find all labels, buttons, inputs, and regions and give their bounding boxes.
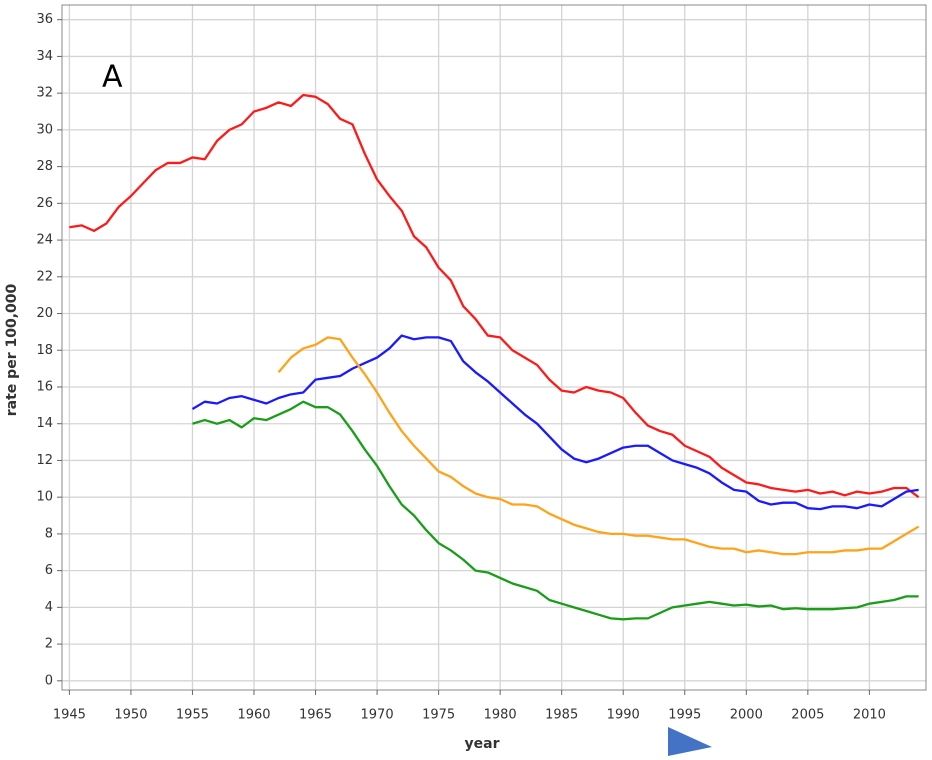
y-tick-label: 26 [36, 196, 53, 211]
annotation: A [102, 60, 123, 95]
x-tick-label: 1995 [668, 708, 701, 723]
y-tick-label: 14 [36, 416, 53, 431]
x-tick-label: 1975 [422, 708, 455, 723]
y-tick-label: 12 [36, 453, 53, 468]
x-tick-label: 1965 [299, 708, 332, 723]
x-tick-label: 2005 [791, 708, 824, 723]
y-tick-label: 36 [36, 12, 53, 27]
y-tick-label: 6 [45, 563, 53, 578]
series-line [191, 334, 919, 511]
series-line [277, 336, 920, 556]
y-tick-label: 22 [36, 269, 53, 284]
x-tick-label: 1985 [545, 708, 578, 723]
y-tick-label: 32 [36, 86, 53, 101]
y-tick-label: 30 [36, 122, 53, 137]
x-axis-label: year [465, 736, 500, 752]
series-line [192, 400, 919, 621]
y-tick-label: 4 [45, 600, 53, 615]
y-tick-label: 16 [36, 379, 53, 394]
y-tick-label: 20 [36, 306, 53, 321]
x-tick-label: 1950 [114, 708, 147, 723]
cursor-triangle [668, 727, 712, 756]
x-tick-label: 1955 [176, 708, 209, 723]
x-tick-label: 1990 [607, 708, 640, 723]
y-tick-label: 10 [36, 490, 53, 505]
x-tick-label: 2010 [853, 708, 886, 723]
x-tick-label: 1980 [484, 708, 517, 723]
y-tick-label: 8 [45, 526, 53, 541]
y-tick-label: 28 [36, 159, 53, 174]
y-tick-label: 2 [45, 637, 53, 652]
x-tick-label: 1945 [53, 708, 86, 723]
series-line [69, 93, 920, 499]
y-tick-label: 18 [36, 343, 53, 358]
y-tick-label: 0 [45, 673, 53, 688]
y-tick-label: 34 [36, 49, 53, 64]
y-axis-label: rate per 100,000 [4, 284, 20, 417]
y-tick-label: 24 [36, 233, 53, 248]
plot-frame [61, 4, 927, 691]
x-tick-label: 1960 [237, 708, 270, 723]
x-tick-label: 2000 [730, 708, 763, 723]
x-tick-label: 1970 [361, 708, 394, 723]
